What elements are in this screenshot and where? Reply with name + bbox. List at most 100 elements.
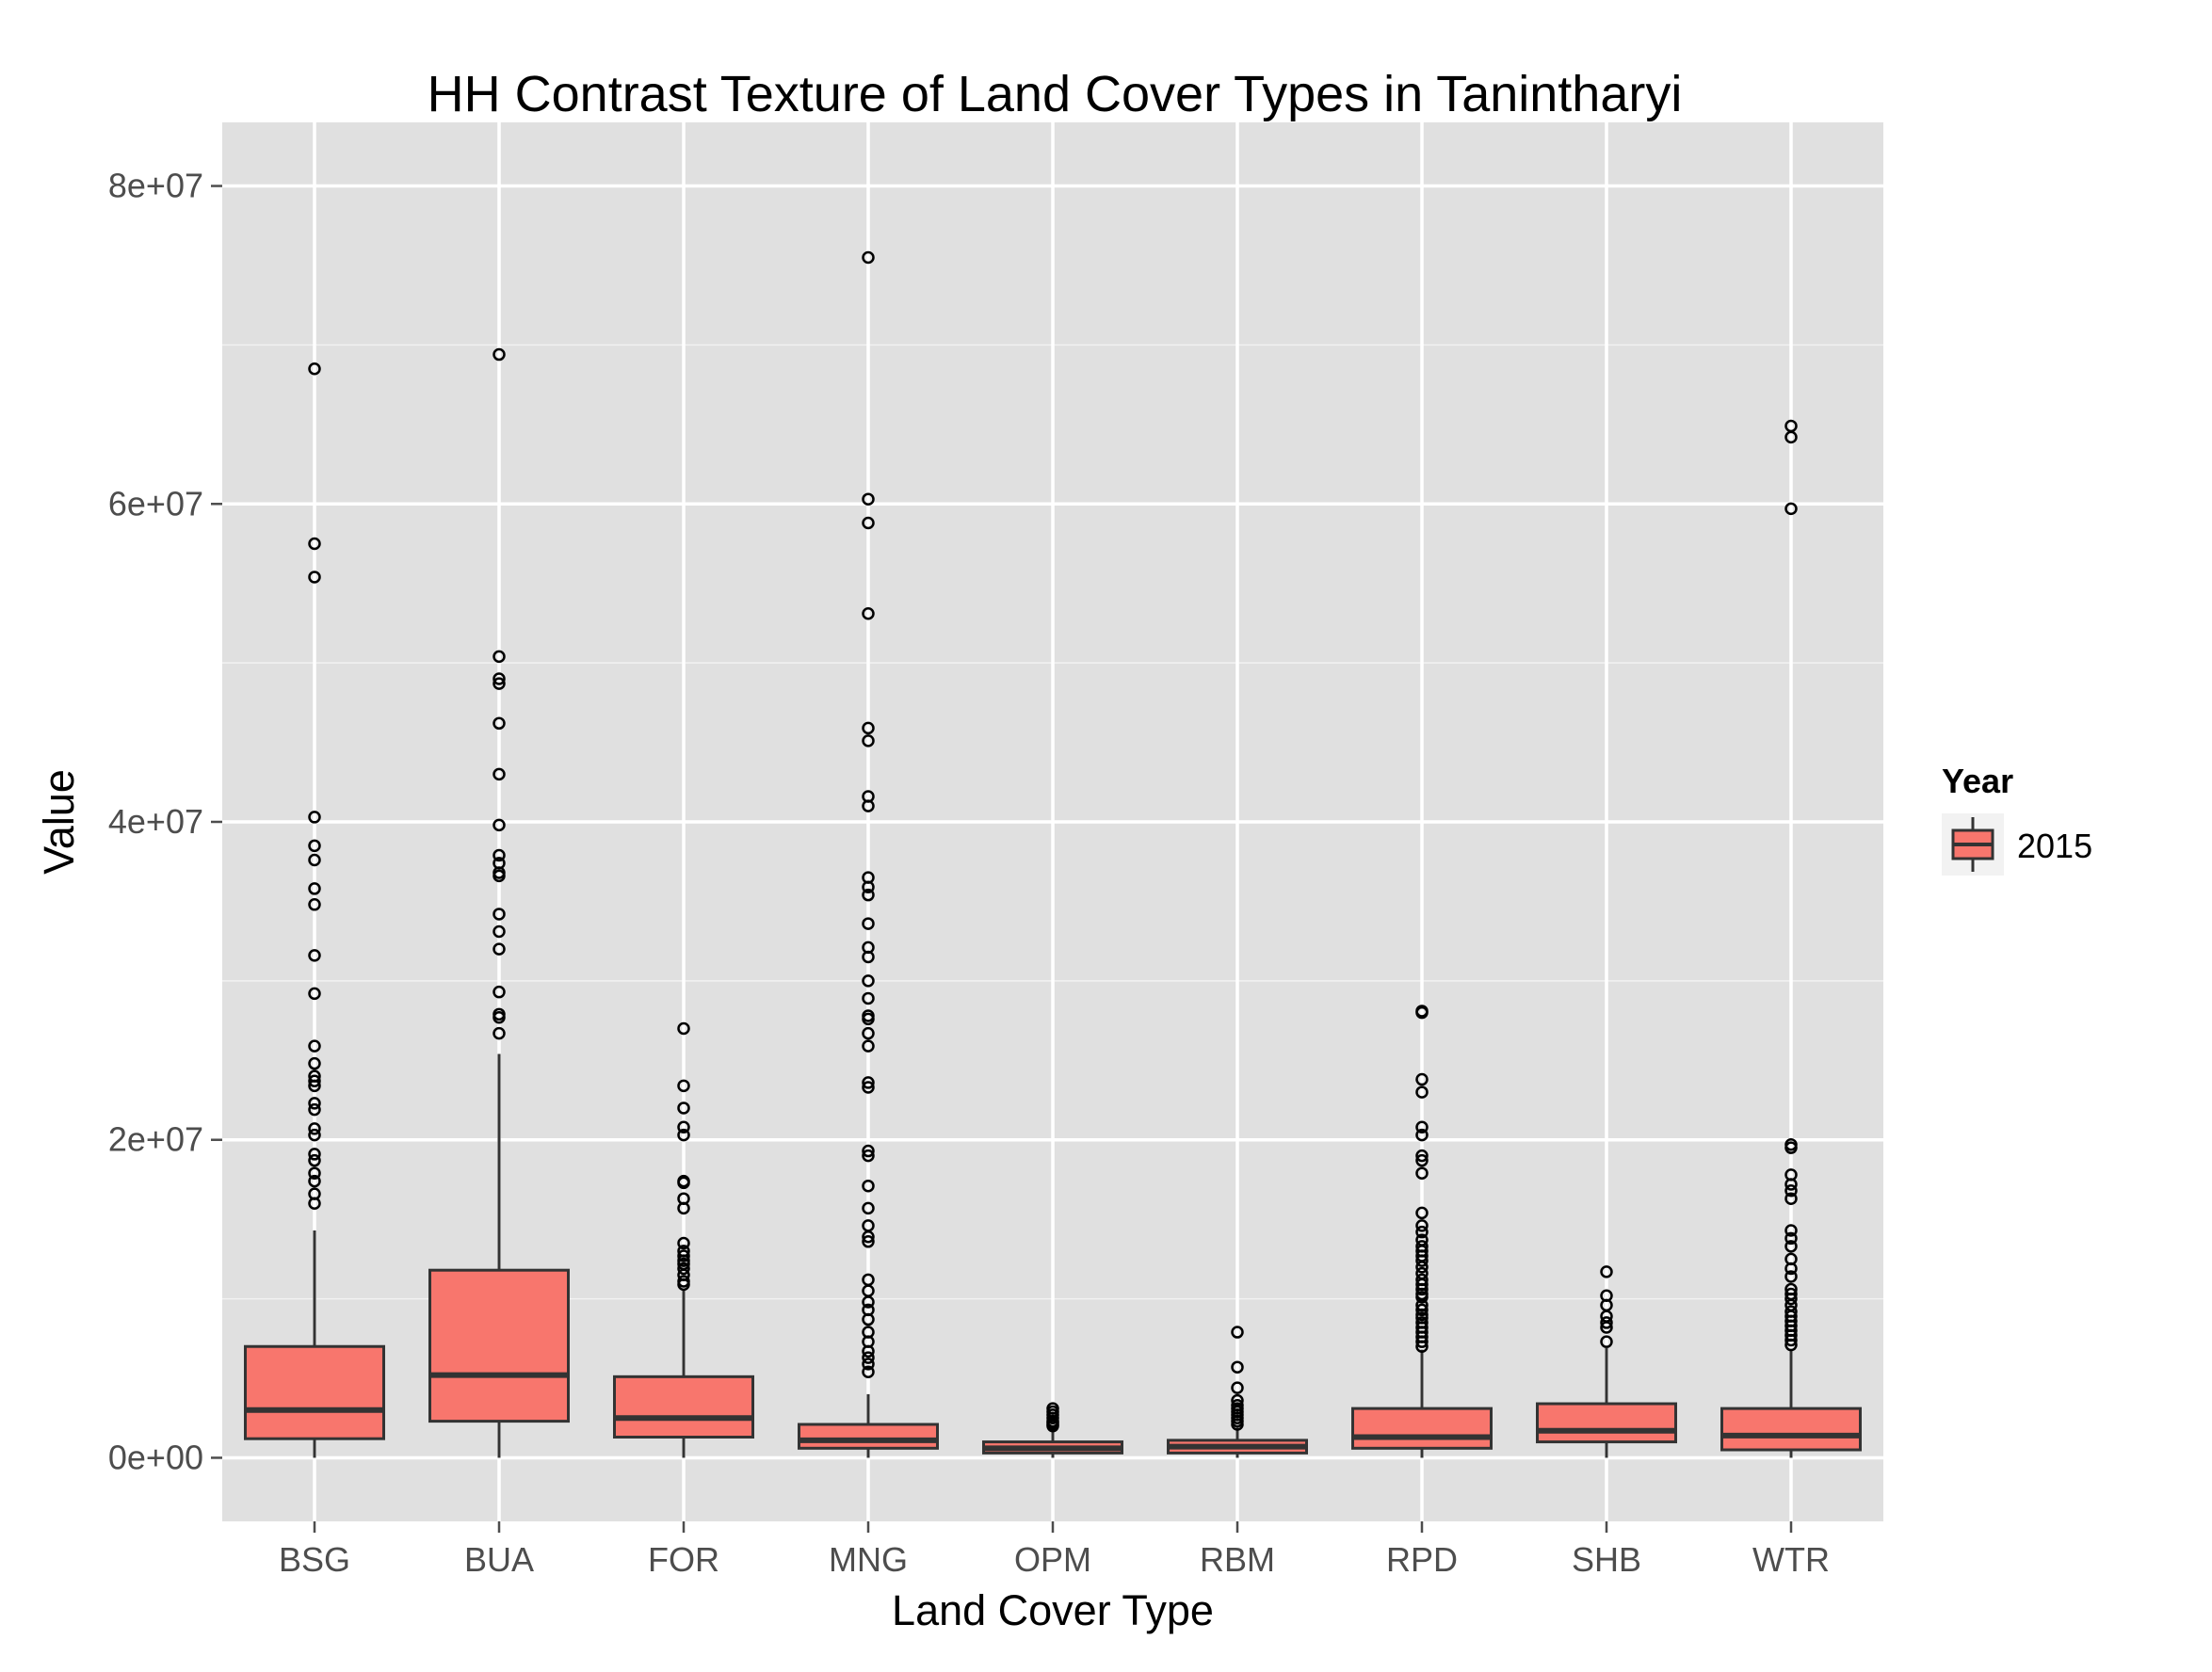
outlier-point [677, 1201, 690, 1215]
outlier-point [308, 987, 321, 1001]
outlier-point [1784, 1240, 1798, 1253]
outlier-point [492, 1026, 506, 1040]
box-for [613, 1021, 754, 1458]
outlier-point [308, 1153, 321, 1167]
x-axis-title: Land Cover Type [892, 1586, 1214, 1634]
outlier-point [862, 734, 875, 748]
outlier-point [1415, 1335, 1429, 1348]
outlier-point [862, 950, 875, 964]
outlier-point [862, 1235, 875, 1248]
outlier-point [1784, 1270, 1798, 1283]
box-series [244, 250, 1862, 1458]
outlier-point [862, 1149, 875, 1163]
y-tick-label: 8e+07 [108, 167, 203, 205]
outlier-point [1415, 1219, 1429, 1232]
outlier-point [862, 917, 875, 930]
outlier-point [862, 1201, 875, 1215]
outlier-point [492, 818, 506, 832]
outlier-point [1784, 430, 1798, 444]
outlier-point [1784, 1338, 1798, 1352]
outlier-point [677, 1278, 690, 1292]
outlier-point [492, 767, 506, 781]
outlier-point [862, 516, 875, 530]
outlier-point [862, 721, 875, 735]
iqr-box [428, 1268, 570, 1423]
iqr-box [1720, 1407, 1862, 1452]
outlier-point [1784, 1141, 1798, 1154]
outlier-point [308, 949, 321, 962]
legend-title: Year [1942, 762, 2013, 800]
outlier-point [862, 1144, 875, 1158]
x-tick-label: RPD [1386, 1540, 1458, 1579]
outlier-point [1415, 1153, 1429, 1167]
outlier-point [862, 1179, 875, 1193]
iqr-box [1536, 1402, 1677, 1444]
outlier-point [1600, 1265, 1613, 1278]
outlier-point [1415, 1149, 1429, 1163]
outlier-point [308, 1197, 321, 1211]
outlier-point [1415, 1128, 1429, 1142]
outlier-point [308, 1079, 321, 1093]
outlier-point [1231, 1360, 1244, 1374]
iqr-box [244, 1344, 385, 1440]
outlier-point [1415, 1291, 1429, 1304]
outlier-point [308, 1056, 321, 1070]
outlier-point [677, 1101, 690, 1115]
outlier-point [862, 799, 875, 812]
outlier-point [862, 1076, 875, 1089]
outlier-point [862, 1365, 875, 1379]
x-tick-label: BUA [464, 1540, 534, 1579]
legend: Year 2015 [1942, 762, 2092, 876]
outlier-point [1415, 1005, 1429, 1020]
outlier-point [1600, 1335, 1613, 1348]
x-tick-label: FOR [648, 1540, 719, 1579]
legend-label-2015: 2015 [2017, 827, 2092, 865]
outlier-point [1784, 1292, 1798, 1306]
outlier-point [1415, 1254, 1429, 1267]
outlier-point [308, 898, 321, 911]
outlier-point [1784, 1184, 1798, 1198]
outlier-point [308, 1148, 321, 1161]
outlier-point [492, 677, 506, 690]
outlier-point [1784, 1262, 1798, 1276]
outlier-point [862, 1295, 875, 1309]
x-tick-label: RBM [1200, 1540, 1275, 1579]
outlier-point [862, 880, 875, 893]
outlier-point [1415, 1261, 1429, 1274]
outlier-point [862, 492, 875, 506]
box-opm [982, 1402, 1123, 1458]
outlier-point [862, 1081, 875, 1094]
outlier-point [1415, 1206, 1429, 1220]
outlier-point [308, 571, 321, 584]
outlier-point [1784, 502, 1798, 516]
outlier-point [1600, 1316, 1613, 1329]
box-rbm [1167, 1326, 1308, 1458]
outlier-point [677, 1176, 690, 1190]
outlier-point [308, 1039, 321, 1053]
outlier-point [492, 869, 506, 883]
outlier-point [1415, 1225, 1429, 1239]
outlier-point [1415, 1072, 1429, 1086]
outlier-point [492, 650, 506, 664]
outlier-point [862, 1039, 875, 1053]
outlier-point [492, 924, 506, 939]
outlier-point [308, 1122, 321, 1135]
x-tick-label: OPM [1014, 1540, 1091, 1579]
outlier-point [1784, 1192, 1798, 1205]
y-axis: 0e+00 2e+07 4e+07 6e+07 8e+07 [108, 167, 222, 1476]
x-tick-label: BSG [279, 1540, 350, 1579]
y-tick-label: 0e+00 [108, 1438, 203, 1476]
outlier-point [1415, 1303, 1429, 1317]
outlier-point [1784, 1231, 1798, 1246]
box-rpd [1351, 1005, 1493, 1458]
outlier-point [677, 1021, 690, 1036]
outlier-point [308, 811, 321, 824]
outlier-point [862, 888, 875, 902]
outlier-point [1415, 1166, 1429, 1180]
outlier-point [308, 537, 321, 551]
outlier-point [492, 848, 506, 862]
outlier-point [1784, 1178, 1798, 1191]
box-mng [798, 250, 939, 1458]
